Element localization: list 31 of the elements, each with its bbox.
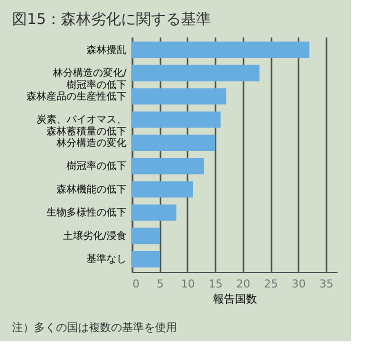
y-tick-label: 森林産品の生産性低下 [26,90,126,102]
text: 注）多くの国は複数の基準を使用 [12,321,177,334]
bar [132,251,160,268]
y-tick-label: 森林機能の低下 [56,183,126,196]
x-tick-label: 15 [208,278,223,290]
bar [132,42,310,58]
y-tick-label: 土壌劣化/浸食 [63,230,126,242]
x-axis-title: 報告国数 [213,292,257,306]
y-tick-label: 森林攪乱 [86,44,126,56]
chart-title: 図15：森林劣化に関する基準 [12,10,212,28]
x-tick-label: 35 [319,278,334,290]
bar [132,111,221,128]
bar [132,134,216,152]
bar [132,228,160,244]
y-tick-label: 炭素、バイオマス、森林蓄積量の低下 [36,114,126,138]
y-tick-label: 樹冠率の低下 [66,160,126,172]
x-tick-label: 30 [292,278,306,290]
x-tick-label: 5 [156,278,164,290]
x-tick-label: 20 [236,278,250,290]
y-tick-label: 基準なし [86,253,126,266]
y-tick-label: 生物多様性の低下 [46,206,126,219]
bar [132,88,226,104]
bar [132,158,204,174]
x-tick-label: 0 [132,278,140,290]
x-tick-label: 10 [180,278,195,290]
y-tick-label: 林分構造の変化/樹冠率の低下 [52,67,128,92]
x-tick-label: 25 [264,278,278,290]
y-tick-label: 林分構造の変化 [56,136,126,149]
bar [132,204,176,221]
bar [132,181,193,198]
bar [132,64,260,82]
